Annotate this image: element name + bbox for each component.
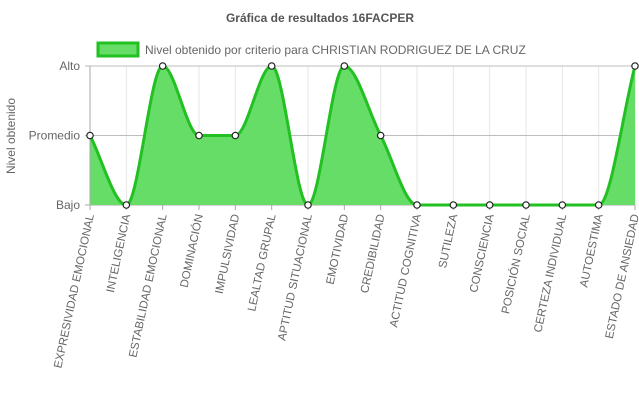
- x-tick-labels: EXPRESIVIDAD EMOCIONAL INTELIGENCIAESTABI…: [53, 212, 639, 369]
- data-point[interactable]: [340, 62, 349, 70]
- legend[interactable]: Nivel obtenido por criterio para CHRISTI…: [96, 41, 526, 58]
- y-tick-label: Promedio: [29, 129, 81, 143]
- x-tick-label: IMPULSIVIDAD: [214, 213, 243, 295]
- data-point[interactable]: [485, 201, 494, 209]
- x-tick-label: APTITUD SITUACIONAL: [276, 213, 315, 342]
- data-point[interactable]: [304, 201, 312, 209]
- data-point[interactable]: [522, 201, 530, 209]
- data-point[interactable]: [195, 131, 203, 140]
- data-point[interactable]: [267, 62, 276, 70]
- data-point[interactable]: [413, 201, 421, 209]
- x-tick-label: ESTABILIDAD EMOCIONAL: [127, 213, 169, 359]
- x-tick-label: POSICIÓN SOCIAL: [499, 212, 533, 315]
- series-fill: [90, 66, 635, 205]
- x-tick-label: CERTEZA INDIVIDUAL: [532, 213, 569, 334]
- y-tick-label: Alto: [59, 59, 80, 73]
- x-tick-label: EXPRESIVIDAD EMOCIONAL: [53, 213, 98, 370]
- y-tick-label: Bajo: [56, 198, 80, 212]
- y-axis-title: Nivel obtenido: [4, 98, 18, 174]
- x-tick-label: LEALTAD GRUPAL: [246, 213, 278, 313]
- data-point[interactable]: [231, 131, 240, 140]
- data-point[interactable]: [158, 62, 167, 70]
- x-tick-label: CONSCIENCIA: [468, 213, 496, 294]
- x-tick-label: AUTOESTIMA: [578, 213, 605, 289]
- legend-swatch: [96, 41, 140, 58]
- x-tick-label: SUTILEZA: [437, 213, 460, 270]
- data-points: [86, 62, 639, 209]
- x-tick-label: EMOTIVIDAD: [325, 213, 352, 285]
- y-tick-labels: Bajo Promedio Alto: [29, 59, 81, 212]
- data-point[interactable]: [376, 131, 385, 140]
- data-point[interactable]: [594, 201, 603, 209]
- legend-label: Nivel obtenido por criterio para CHRISTI…: [145, 43, 526, 57]
- data-point[interactable]: [558, 201, 567, 209]
- x-tick-label: INTELIGENCIA: [105, 213, 133, 294]
- data-point[interactable]: [631, 62, 639, 70]
- x-tick-label: ACTITUD COGNITIVA: [388, 213, 424, 329]
- x-tick-label: DOMINACIÓN: [178, 213, 206, 289]
- x-tick-label: ESTADO DE ANSIEDAD: [604, 213, 639, 340]
- chart-title: Gráfica de resultados 16FACPER: [226, 11, 414, 25]
- data-point[interactable]: [122, 201, 131, 209]
- data-point[interactable]: [449, 201, 458, 209]
- data-point[interactable]: [86, 131, 94, 140]
- x-tick-label: CREDIBILIDAD: [359, 213, 387, 294]
